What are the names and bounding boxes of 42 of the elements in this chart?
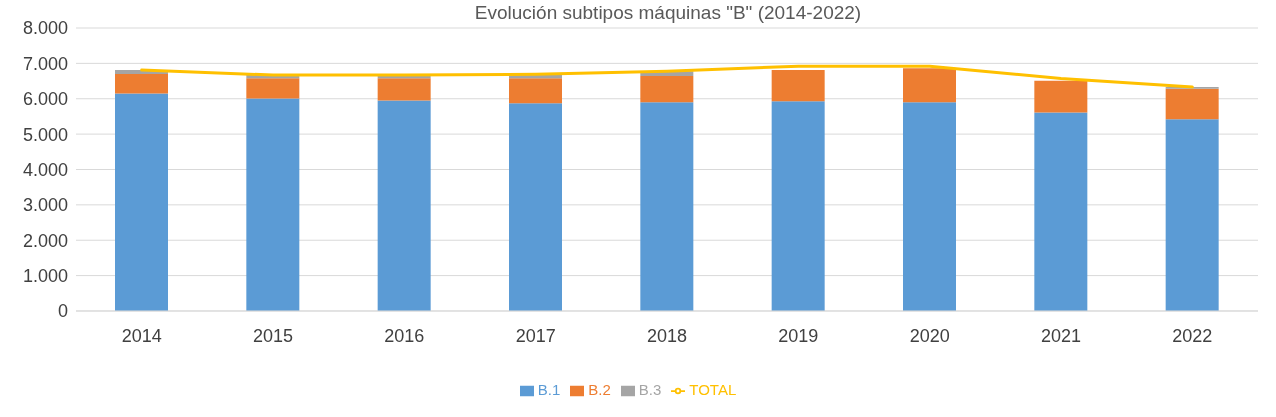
y-tick-label: 4.000	[22, 159, 68, 180]
bar	[509, 103, 562, 311]
bar	[1165, 88, 1219, 120]
x-tick-label: 2015	[252, 325, 294, 346]
bar	[115, 73, 168, 94]
bar	[771, 70, 825, 102]
bar	[246, 78, 300, 99]
bar	[1034, 112, 1088, 311]
legend-label: B.1	[537, 380, 561, 398]
x-tick-label: 2020	[909, 325, 950, 346]
y-tick-label: 0	[57, 301, 68, 322]
y-tick-label: 5.000	[22, 124, 68, 145]
bar	[1034, 80, 1088, 113]
bar	[115, 93, 168, 311]
bar	[771, 101, 825, 311]
x-tick-label: 2018	[646, 325, 688, 346]
line-series	[140, 64, 1194, 89]
x-tick-label: 2017	[515, 325, 556, 346]
legend-label: B.2	[588, 380, 611, 398]
y-tick-label: 2.000	[22, 230, 68, 251]
chart-title: Evolución subtipos máquinas "B" (2014-2022)	[473, 2, 863, 24]
bar	[509, 78, 562, 104]
bar	[377, 78, 431, 101]
bar	[1165, 119, 1219, 311]
x-tick-label: 2021	[1040, 325, 1082, 346]
x-tick-label: 2019	[778, 325, 819, 346]
y-tick-label: 8.000	[22, 18, 68, 39]
bar	[903, 102, 956, 311]
bar	[640, 102, 694, 311]
legend-label: B.3	[638, 380, 662, 398]
x-tick-label: 2014	[121, 325, 162, 346]
x-tick-label: 2022	[1172, 325, 1213, 346]
y-tick-label: 7.000	[22, 53, 68, 74]
y-tick-label: 1.000	[22, 265, 68, 286]
y-tick-label: 6.000	[22, 89, 68, 110]
bar	[377, 100, 431, 311]
bar	[903, 68, 956, 103]
legend-label: TOTAL	[689, 380, 737, 398]
bar	[246, 98, 300, 311]
bar	[640, 76, 694, 103]
y-tick-label: 3.000	[22, 195, 68, 216]
x-tick-label: 2016	[384, 325, 425, 346]
